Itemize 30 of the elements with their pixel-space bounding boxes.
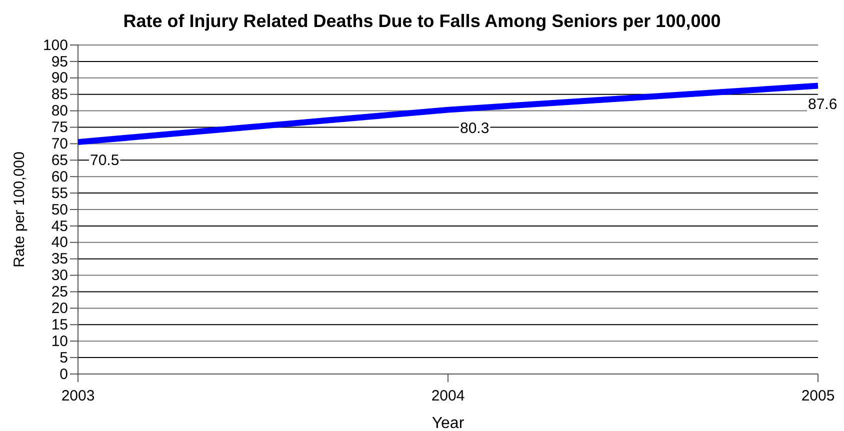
y-tick-label: 75 [51,119,68,136]
y-tick-label: 70 [51,136,68,152]
y-tick-label: 35 [51,250,68,268]
y-tick-label: 80 [51,102,68,120]
x-tick-label: 2004 [431,388,465,405]
y-tick-label: 25 [51,284,68,301]
x-tick-label: 2005 [801,388,835,405]
y-tick-label: 10 [51,332,68,350]
y-tick-label: 50 [51,201,68,218]
y-tick-label: 95 [51,53,68,70]
y-tick-label: 15 [51,316,68,334]
chart-title: Rate of Injury Related Deaths Due to Falls Among Seniors per 100,000 [123,11,721,31]
y-tick-label: 5 [60,349,68,366]
y-tick-label: 100 [42,36,68,54]
x-tick-label: 2003 [61,388,95,405]
y-tick-label: 0 [60,366,68,383]
y-tick-label: 45 [51,218,68,235]
x-axis-title: Year [432,415,465,431]
data-label: 70.5 [90,152,120,170]
y-tick-label: 30 [51,267,68,284]
y-tick-label: 85 [51,86,68,104]
y-tick-label: 40 [51,234,68,252]
y-axis-title: Rate per 100,000 [11,152,28,268]
y-tick-label: 55 [51,184,68,202]
y-tick-label: 60 [51,168,68,186]
data-label: 80.3 [460,120,490,137]
y-tick-label: 20 [51,300,68,317]
y-tick-label: 65 [51,152,68,169]
data-label: 87.6 [808,96,838,113]
y-tick-label: 90 [51,70,68,87]
